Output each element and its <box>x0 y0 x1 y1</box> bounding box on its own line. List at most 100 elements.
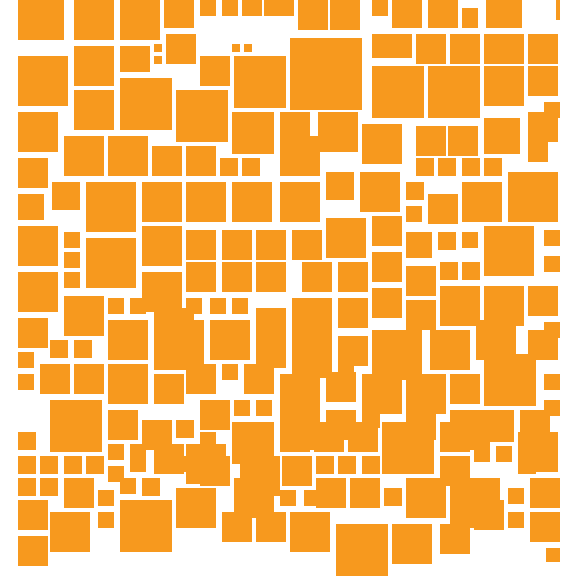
square-tile <box>556 0 560 20</box>
square-tile <box>130 298 146 314</box>
square-tile <box>200 56 230 86</box>
square-tile <box>372 34 412 58</box>
square-tile <box>440 524 470 554</box>
square-tile <box>428 66 480 118</box>
square-tile <box>50 512 90 552</box>
square-tile <box>108 298 124 314</box>
square-tile <box>108 364 148 404</box>
square-tile <box>64 232 80 248</box>
square-tile <box>484 226 534 276</box>
square-tile <box>18 456 36 474</box>
square-tile <box>244 364 274 394</box>
square-tile <box>242 0 262 16</box>
square-tile <box>302 262 332 292</box>
square-tile <box>74 46 114 86</box>
square-tile <box>74 0 114 40</box>
square-tile <box>474 500 504 530</box>
square-tile <box>336 524 388 576</box>
square-tile <box>382 422 434 474</box>
square-tile <box>440 262 458 280</box>
square-tile <box>186 298 202 314</box>
square-tile <box>484 286 524 326</box>
square-tile <box>476 320 516 360</box>
square-tile <box>142 182 182 222</box>
square-tile <box>86 456 104 474</box>
square-tile <box>362 374 402 414</box>
square-tile <box>440 422 470 452</box>
square-tile <box>384 488 402 506</box>
square-tile <box>98 512 114 528</box>
square-tile <box>280 136 320 176</box>
square-tile <box>18 352 34 368</box>
square-tile <box>528 34 558 64</box>
square-tile <box>64 296 104 336</box>
square-tile <box>18 478 36 496</box>
square-tile <box>326 372 356 402</box>
square-tile <box>316 478 346 508</box>
square-tile <box>18 318 48 348</box>
square-tile <box>462 158 480 176</box>
square-tile <box>438 232 456 250</box>
square-tile <box>86 182 136 232</box>
square-tile <box>40 364 70 394</box>
square-tile <box>428 194 458 224</box>
square-tile <box>108 444 124 460</box>
square-tile <box>256 230 286 260</box>
square-tile <box>350 478 380 508</box>
square-tile <box>518 456 536 474</box>
square-tile <box>372 288 402 318</box>
square-tile <box>176 456 192 472</box>
square-tile <box>18 158 48 188</box>
square-tile <box>18 56 68 106</box>
square-tile <box>544 256 560 272</box>
square-tile <box>176 90 228 142</box>
square-tile <box>416 126 446 156</box>
square-tile <box>222 230 252 260</box>
square-tile <box>154 320 204 370</box>
square-tile <box>50 340 68 358</box>
square-tile <box>154 374 184 404</box>
square-tile <box>508 512 524 528</box>
square-tile <box>222 262 252 292</box>
square-tile <box>392 0 422 28</box>
square-tile <box>186 146 216 176</box>
square-tile <box>484 34 524 64</box>
square-tile <box>462 8 478 28</box>
square-tile <box>108 320 148 360</box>
square-tile <box>280 374 320 414</box>
square-tile <box>380 354 396 370</box>
square-tile <box>234 56 286 108</box>
square-tile <box>200 400 230 430</box>
square-tile <box>326 172 354 200</box>
square-tile <box>154 456 170 472</box>
square-tile <box>234 400 250 416</box>
square-tile <box>256 308 286 338</box>
square-tile <box>362 456 380 474</box>
square-tile <box>234 478 274 518</box>
square-tile <box>484 412 514 442</box>
square-tile <box>338 456 356 474</box>
square-tile <box>290 38 362 110</box>
square-tile <box>484 354 536 406</box>
square-tile <box>108 136 148 176</box>
square-tile <box>338 358 354 374</box>
square-tile <box>450 374 480 404</box>
square-tile <box>222 512 252 542</box>
square-tile <box>450 34 480 64</box>
square-tile <box>314 422 344 452</box>
square-tile <box>222 364 238 380</box>
square-tile <box>484 158 502 176</box>
square-tile <box>232 44 240 52</box>
square-tile <box>264 0 294 16</box>
square-tile <box>282 456 312 486</box>
square-tile <box>508 488 524 504</box>
square-tile <box>372 252 402 282</box>
square-tile <box>18 374 34 390</box>
square-tile <box>316 456 334 474</box>
square-tile <box>64 272 80 288</box>
square-tile <box>40 478 58 496</box>
square-tile <box>232 298 248 314</box>
square-tile <box>18 226 58 266</box>
square-tile <box>210 320 250 360</box>
